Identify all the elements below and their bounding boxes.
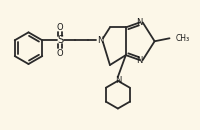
Text: N: N: [115, 76, 121, 85]
Text: CH₃: CH₃: [175, 34, 190, 43]
Text: S: S: [57, 35, 63, 45]
Text: N: N: [137, 56, 143, 65]
Text: N: N: [137, 18, 143, 27]
Text: O: O: [57, 23, 64, 32]
Text: O: O: [57, 49, 64, 58]
Text: N: N: [97, 36, 103, 45]
